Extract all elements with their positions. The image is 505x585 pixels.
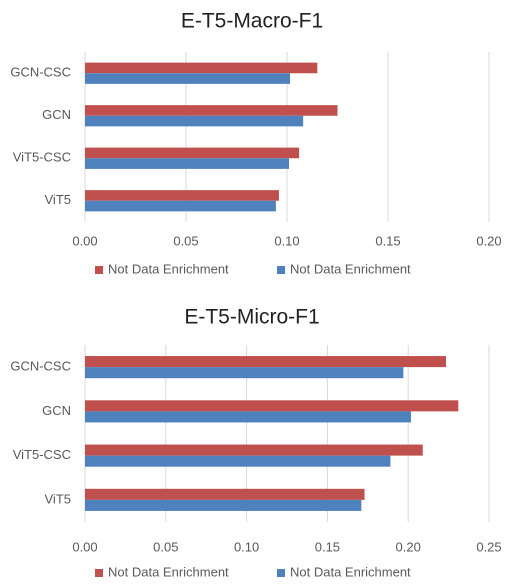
legend-swatch (95, 266, 103, 274)
y-tick-label: GCN-CSC (10, 65, 71, 80)
bar (85, 455, 391, 467)
y-tick-label: ViT5-CSC (13, 150, 71, 165)
x-tick-label: 0.25 (476, 539, 501, 554)
y-tick-label: GCN (42, 403, 71, 418)
bar (85, 73, 291, 84)
chart-title: E-T5-Macro-F1 (181, 10, 323, 33)
y-tick-label: ViT5 (45, 192, 72, 207)
x-tick-label: 0.00 (72, 233, 97, 248)
y-tick-label: GCN-CSC (10, 359, 71, 374)
bar (85, 499, 362, 511)
chart-title: E-T5-Micro-F1 (184, 306, 319, 329)
bar (85, 158, 290, 169)
legend-swatch (277, 266, 285, 274)
legend-swatch (277, 569, 285, 577)
x-tick-label: 0.20 (396, 539, 421, 554)
bar (85, 356, 447, 368)
legend-label: Not Data Enrichment (108, 564, 229, 579)
legend-label: Not Data Enrichment (290, 261, 411, 276)
bar (85, 444, 423, 456)
x-tick-label: 0.20 (476, 233, 501, 248)
x-tick-label: 0.00 (72, 539, 97, 554)
legend-label: Not Data Enrichment (290, 564, 411, 579)
bar (85, 411, 411, 423)
bar (85, 200, 276, 212)
y-tick-label: ViT5 (45, 491, 72, 506)
x-tick-label: 0.15 (375, 233, 400, 248)
y-tick-label: ViT5-CSC (13, 447, 71, 462)
x-tick-label: 0.10 (234, 539, 259, 554)
x-tick-label: 0.15 (315, 539, 340, 554)
bar (85, 488, 365, 500)
legend-swatch (95, 569, 103, 577)
bar (85, 62, 318, 74)
bar (85, 400, 459, 412)
x-tick-label: 0.10 (274, 233, 299, 248)
bar (85, 115, 304, 127)
x-tick-label: 0.05 (153, 539, 178, 554)
y-tick-label: GCN (42, 107, 71, 122)
x-tick-label: 0.05 (173, 233, 198, 248)
legend-label: Not Data Enrichment (108, 261, 229, 276)
bar (85, 147, 300, 159)
bar (85, 105, 338, 116)
bar (85, 190, 279, 201)
bar (85, 367, 404, 379)
